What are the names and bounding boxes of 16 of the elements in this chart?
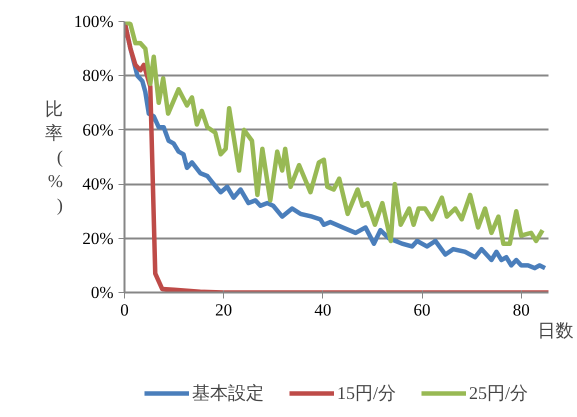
x-tick-label: 80 [512, 300, 530, 320]
legend-label: 15円/分 [336, 382, 396, 405]
legend-label: 基本設定 [192, 382, 264, 405]
legend-label: 25円/分 [469, 382, 528, 405]
y-tick-label: 80% [82, 66, 114, 86]
x-tick-label: 60 [414, 300, 431, 320]
y-tick-label: 100% [74, 12, 114, 31]
x-axis-title: 日数 [538, 320, 574, 340]
x-tick-label: 40 [314, 300, 332, 320]
y-axis-title: 比率(%) [44, 99, 63, 215]
x-tick-label: 20 [215, 300, 232, 320]
y-tick-label: 60% [82, 120, 114, 140]
x-tick-label: 0 [120, 300, 129, 320]
y-tick-label: 40% [82, 174, 114, 194]
y-tick-label: 20% [82, 228, 114, 248]
y-tick-label: 0% [90, 283, 114, 302]
